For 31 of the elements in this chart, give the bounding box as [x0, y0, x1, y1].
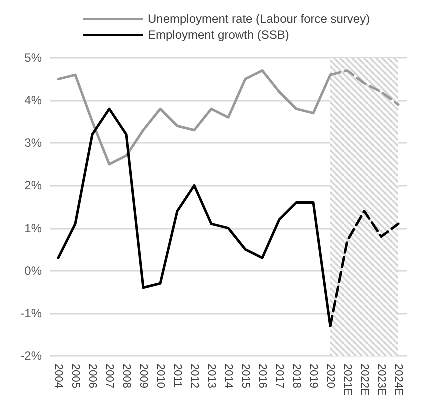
y-tick-label: 1%: [24, 221, 42, 236]
x-tick-label: 2014: [222, 364, 234, 388]
x-tick-label: 2019: [308, 364, 320, 388]
x-tick-label: 2018: [290, 364, 302, 388]
legend-label: Employment growth (SSB): [148, 28, 290, 42]
x-tick-label: 2007: [104, 364, 116, 388]
y-tick-label: 3%: [24, 136, 42, 150]
y-tick-label: -2%: [20, 349, 42, 363]
x-tick-label: 2011: [172, 364, 184, 388]
x-tick-label: 2020: [324, 364, 336, 388]
x-tick-label: 2009: [138, 364, 150, 388]
x-tick-label: 2022E: [358, 364, 370, 396]
y-tick-label: 5%: [24, 51, 42, 65]
y-tick-label: 2%: [24, 178, 42, 193]
x-tick-label: 2016: [256, 364, 268, 388]
legend-label: Unemployment rate (Labour force survey): [148, 12, 370, 26]
x-tick-label: 2013: [206, 364, 218, 388]
x-tick-label: 2010: [154, 364, 166, 388]
x-tick-label: 2023E: [376, 364, 388, 396]
x-tick-label: 2015: [240, 364, 252, 388]
x-tick-label: 2024E: [392, 364, 404, 396]
x-tick-label: 2004: [52, 364, 64, 388]
x-tick-label: 2008: [120, 364, 132, 388]
y-tick-label: -1%: [20, 306, 42, 320]
y-tick-label: 4%: [24, 94, 42, 108]
x-tick-label: 2005: [70, 364, 82, 388]
x-tick-label: 2012: [188, 364, 200, 388]
x-tick-label: 2006: [86, 364, 98, 388]
y-tick-label: 0%: [24, 264, 42, 278]
x-tick-label: 2021E: [342, 364, 354, 396]
x-tick-label: 2017: [274, 364, 286, 388]
